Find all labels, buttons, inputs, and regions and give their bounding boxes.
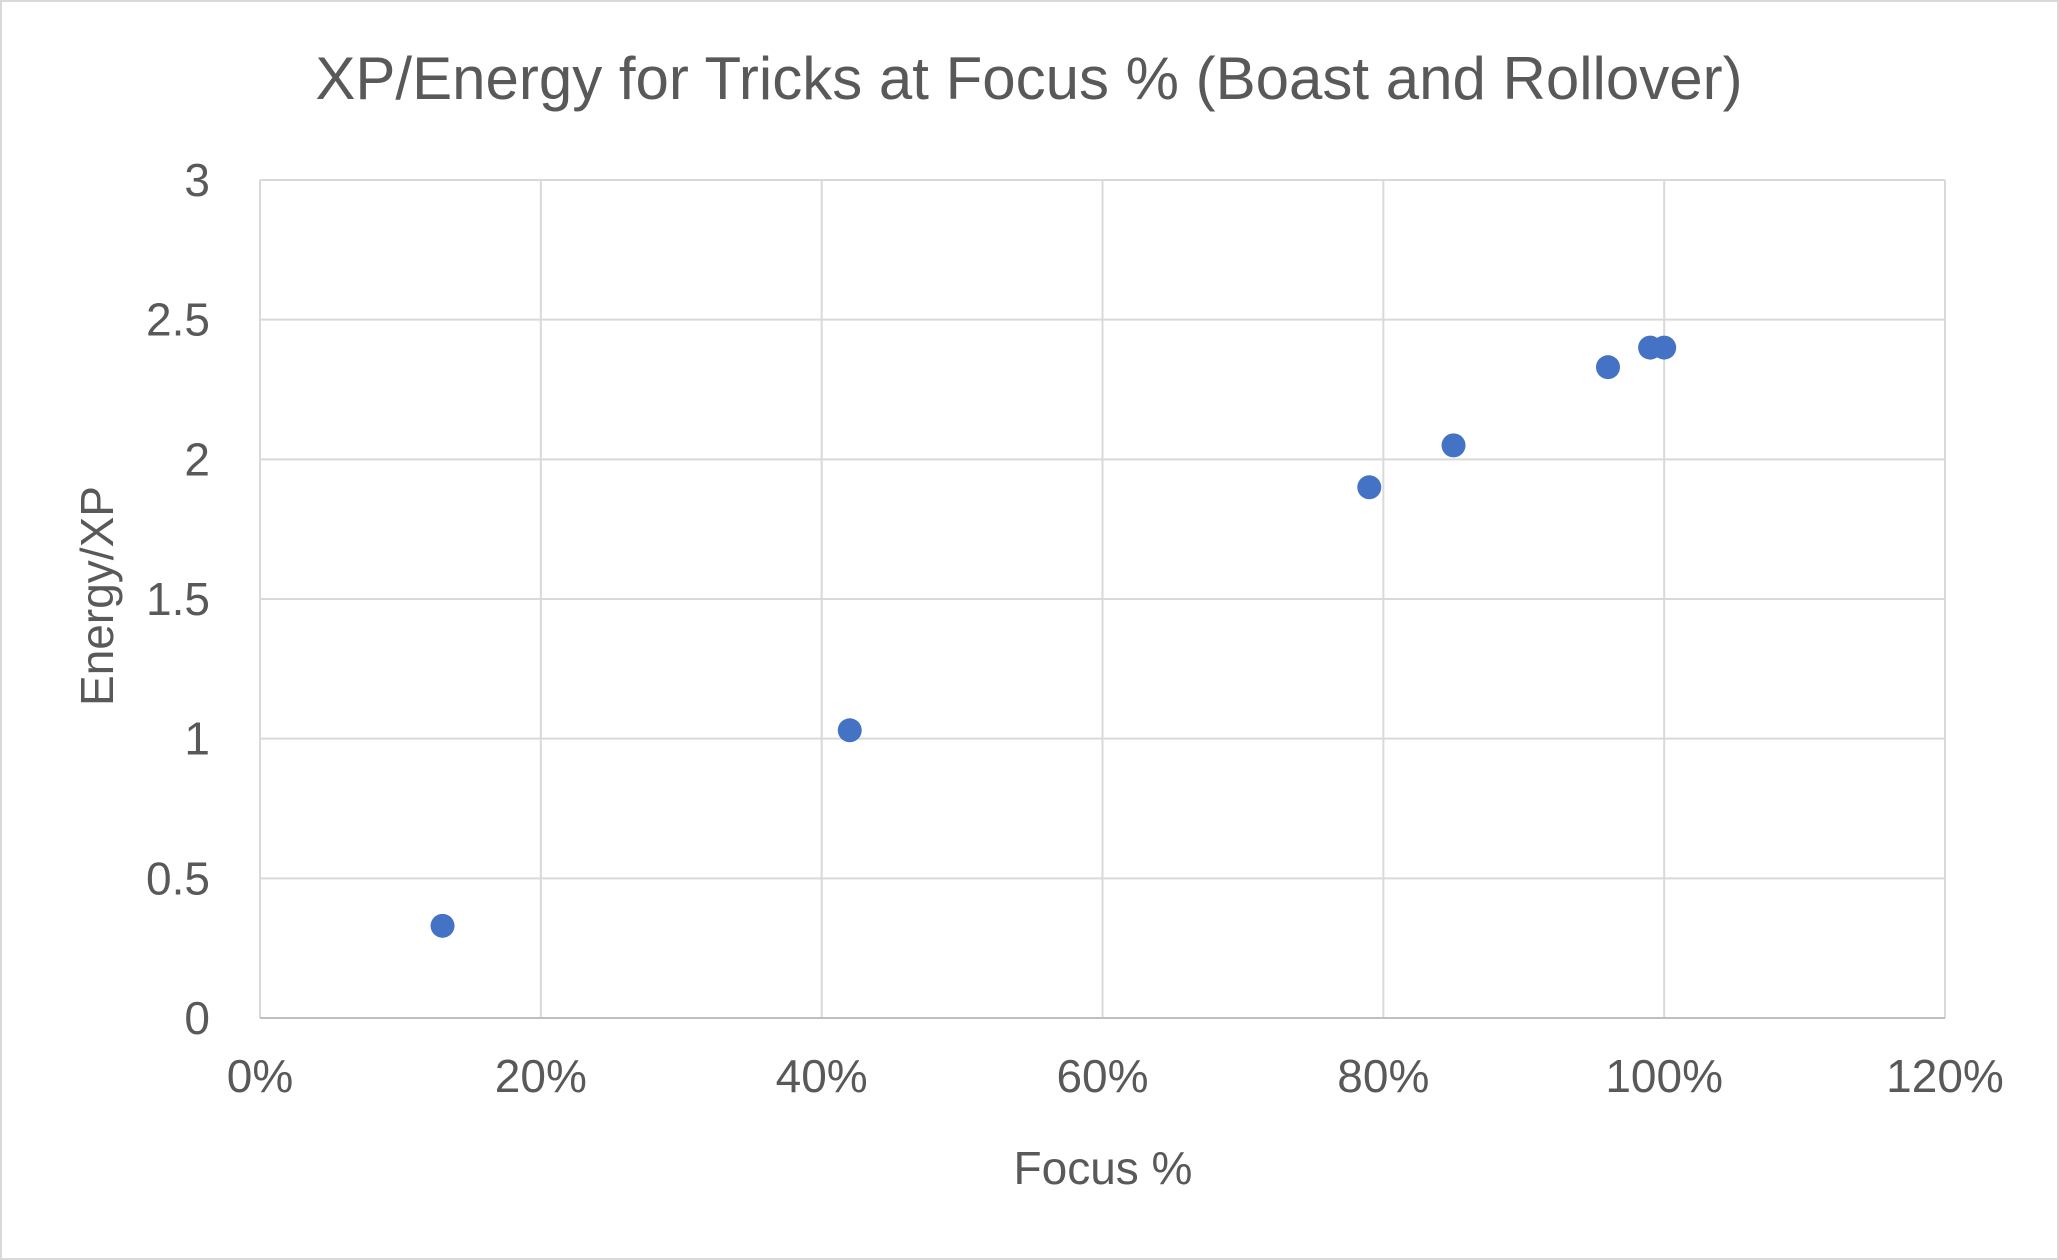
x-tick-label: 0% [227,1050,293,1102]
x-axis-title: Focus % [1014,1142,1193,1194]
y-tick-label: 0 [184,992,210,1044]
data-point [430,913,455,938]
tick-labels: 0 0.5 1 1.5 2 2.5 3 0% 20% 40% 60% 80% 100% 120% [146,154,2004,1102]
data-point [1596,355,1620,380]
data-point [1441,433,1466,458]
y-tick-label: 1.5 [146,573,210,625]
chart-title: XP/Energy for Tricks at Focus % (Boast a… [315,45,1742,112]
x-tick-label: 20% [495,1050,587,1102]
data-point [1652,335,1677,360]
grid [259,179,1946,1018]
y-axis-title: Energy/XP [71,486,123,706]
data-point [837,718,862,743]
x-tick-label: 40% [776,1050,868,1102]
y-tick-label: 1 [184,713,210,765]
y-tick-label: 0.5 [146,852,210,904]
y-tick-label: 3 [184,154,210,206]
x-tick-label: 80% [1337,1050,1429,1102]
x-tick-label: 100% [1605,1050,1723,1102]
data-point [1357,475,1382,500]
x-tick-label: 60% [1056,1050,1148,1102]
y-tick-label: 2 [184,433,210,485]
data-points [430,335,1677,938]
x-tick-label: 120% [1886,1050,2004,1102]
y-tick-label: 2.5 [146,294,210,346]
